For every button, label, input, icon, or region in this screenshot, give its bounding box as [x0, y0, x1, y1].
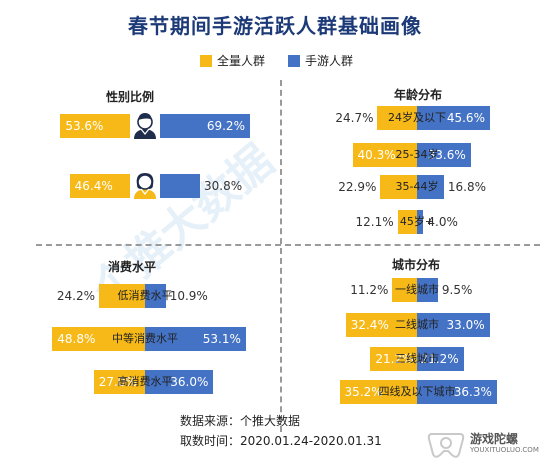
- category-label: 四线及以下城市: [378, 385, 456, 398]
- bar-mobile: [417, 210, 424, 234]
- category-label: 25-34岁: [395, 148, 439, 161]
- value-label-mobile: 16.8%: [447, 180, 486, 194]
- value-label-mobile: 33.0%: [446, 318, 485, 332]
- gamepad-logo-icon: [427, 433, 465, 458]
- logo-url: YOUXITUOLUO.COM: [470, 446, 539, 454]
- category-label: 中等消费水平: [112, 332, 178, 345]
- category-label: 一线城市: [395, 283, 439, 296]
- bar-mobile: [160, 174, 201, 198]
- value-label-mobile: 36.3%: [453, 385, 492, 399]
- vertical-divider: [280, 80, 282, 432]
- value-label-all: 40.3%: [357, 148, 396, 162]
- value-label-mobile: 33.6%: [427, 148, 466, 162]
- bar-mobile: [145, 327, 246, 351]
- panel-title: 年龄分布: [394, 88, 443, 102]
- horizontal-divider: [36, 244, 540, 246]
- legend-label-all: 全量人群: [217, 54, 266, 68]
- bar-all: [339, 380, 417, 404]
- category-label: 低消费水平: [117, 289, 173, 302]
- bar-all: [370, 347, 417, 371]
- bar-mobile: [417, 380, 497, 404]
- value-label-all: 46.4%: [74, 179, 113, 193]
- female-person-icon: [134, 173, 156, 199]
- bar-all: [99, 284, 145, 308]
- logo-name: 游戏陀螺: [470, 432, 519, 446]
- value-label-mobile: 30.8%: [204, 179, 243, 193]
- value-label-mobile: 4.0%: [427, 215, 458, 229]
- value-label-all: 21.2%: [375, 352, 414, 366]
- bar-mobile: [417, 313, 490, 337]
- value-label-all: 12.1%: [355, 215, 394, 229]
- category-label: 高消费水平: [117, 375, 173, 388]
- bar-all: [377, 106, 417, 130]
- value-label-all: 32.4%: [350, 318, 389, 332]
- value-label-all: 22.9%: [338, 180, 377, 194]
- category-label: 三线城市: [395, 352, 439, 365]
- value-label-all: 11.2%: [350, 283, 389, 297]
- value-label-mobile: 9.5%: [441, 283, 473, 297]
- bar-all: [380, 175, 417, 199]
- value-label-mobile: 53.1%: [202, 332, 241, 346]
- value-label-all: 24.7%: [335, 111, 374, 125]
- bar-mobile: [145, 284, 166, 308]
- bar-all: [352, 143, 417, 167]
- bar-all: [69, 174, 130, 198]
- bar-all: [345, 313, 417, 337]
- panel-title: 消费水平: [108, 260, 157, 274]
- date-range-line: 取数时间：2020.01.24-2020.01.31: [180, 434, 382, 448]
- panel-title: 性别比例: [106, 90, 155, 104]
- bar-mobile: [417, 143, 471, 167]
- legend-item-all: 全量人群: [200, 52, 265, 69]
- value-label-all: 48.8%: [57, 332, 96, 346]
- bar-all: [93, 370, 145, 394]
- source-line: 数据来源：个推大数据: [180, 414, 301, 428]
- legend-item-mobile: 手游人群: [288, 52, 353, 69]
- value-label-all: 35.2%: [344, 385, 383, 399]
- category-label: 二线城市: [395, 318, 439, 331]
- bar-all: [52, 327, 145, 351]
- bar-mobile: [417, 106, 490, 130]
- chart-title: 春节期间手游活跃人群基础画像: [128, 14, 422, 38]
- category-label: 24岁及以下: [388, 111, 446, 124]
- value-label-mobile: 69.2%: [206, 119, 245, 133]
- bar-all: [392, 278, 417, 302]
- male-person-icon: [134, 113, 156, 139]
- bar-all: [60, 114, 130, 138]
- bar-mobile: [417, 347, 464, 371]
- value-label-all: 27.0%: [98, 375, 137, 389]
- category-label: 45岁+: [399, 215, 435, 228]
- legend-swatch-mobile: [288, 55, 300, 67]
- value-label-all: 24.2%: [56, 289, 96, 303]
- legend-swatch-all: [200, 55, 212, 67]
- value-label-mobile: 36.0%: [170, 375, 209, 389]
- panel-title: 城市分布: [392, 258, 441, 272]
- value-label-mobile: 21.2%: [420, 352, 459, 366]
- category-label: 35-44岁: [395, 180, 439, 193]
- value-label-all: 53.6%: [65, 119, 104, 133]
- bar-all: [397, 210, 417, 234]
- bar-mobile: [160, 114, 250, 138]
- bar-mobile: [145, 370, 214, 394]
- value-label-mobile: 10.9%: [169, 289, 208, 303]
- bar-mobile: [417, 175, 444, 199]
- legend-label-mobile: 手游人群: [305, 54, 354, 68]
- value-label-mobile: 45.6%: [446, 111, 485, 125]
- bar-mobile: [417, 278, 438, 302]
